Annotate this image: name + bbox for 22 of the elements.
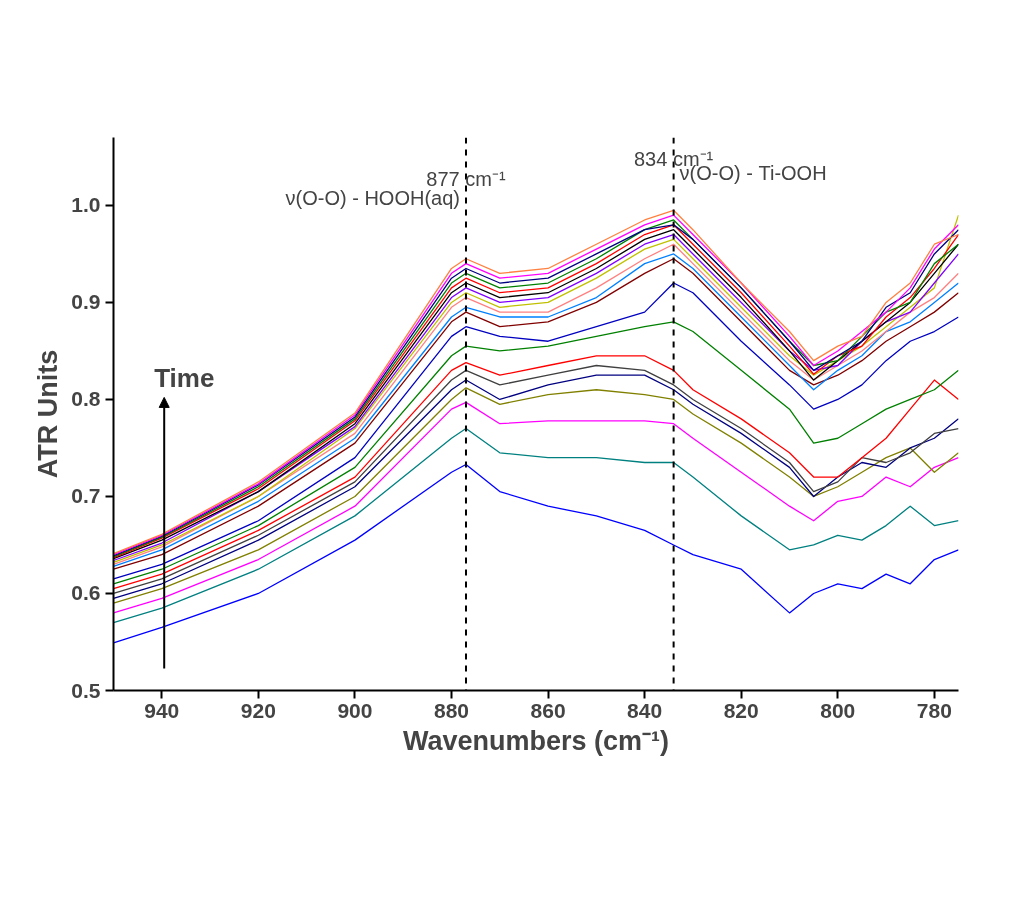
x-tick-label: 820 bbox=[723, 698, 759, 722]
y-tick-label: 0.8 bbox=[71, 387, 101, 411]
y-tick-label: 0.9 bbox=[71, 290, 101, 314]
line-series bbox=[113, 463, 959, 644]
x-tick-label: 900 bbox=[337, 698, 373, 722]
y-tick-label: 0.7 bbox=[71, 484, 101, 508]
y-tick-label: 0.5 bbox=[71, 678, 101, 702]
line-series bbox=[113, 427, 959, 624]
x-tick-label: 780 bbox=[916, 698, 952, 722]
annotation: Time bbox=[154, 363, 215, 394]
x-tick-label: 800 bbox=[820, 698, 856, 722]
x-axis-title: Wavenumbers (cm⁻¹) bbox=[402, 725, 670, 756]
ref-line-label: 877 cm⁻¹ bbox=[426, 167, 506, 190]
x-tick-label: 840 bbox=[627, 698, 663, 722]
y-tick-label: 1.0 bbox=[71, 193, 101, 217]
y-axis-title: ATR Units bbox=[33, 349, 64, 479]
x-tick-label: 920 bbox=[240, 698, 276, 722]
x-tick-label: 860 bbox=[530, 698, 566, 722]
annotation: ν(O-O) - HOOH(aq) bbox=[285, 187, 460, 210]
y-tick-label: 0.6 bbox=[71, 581, 101, 605]
x-tick-label: 880 bbox=[433, 698, 470, 722]
x-tick-label: 940 bbox=[144, 698, 180, 722]
